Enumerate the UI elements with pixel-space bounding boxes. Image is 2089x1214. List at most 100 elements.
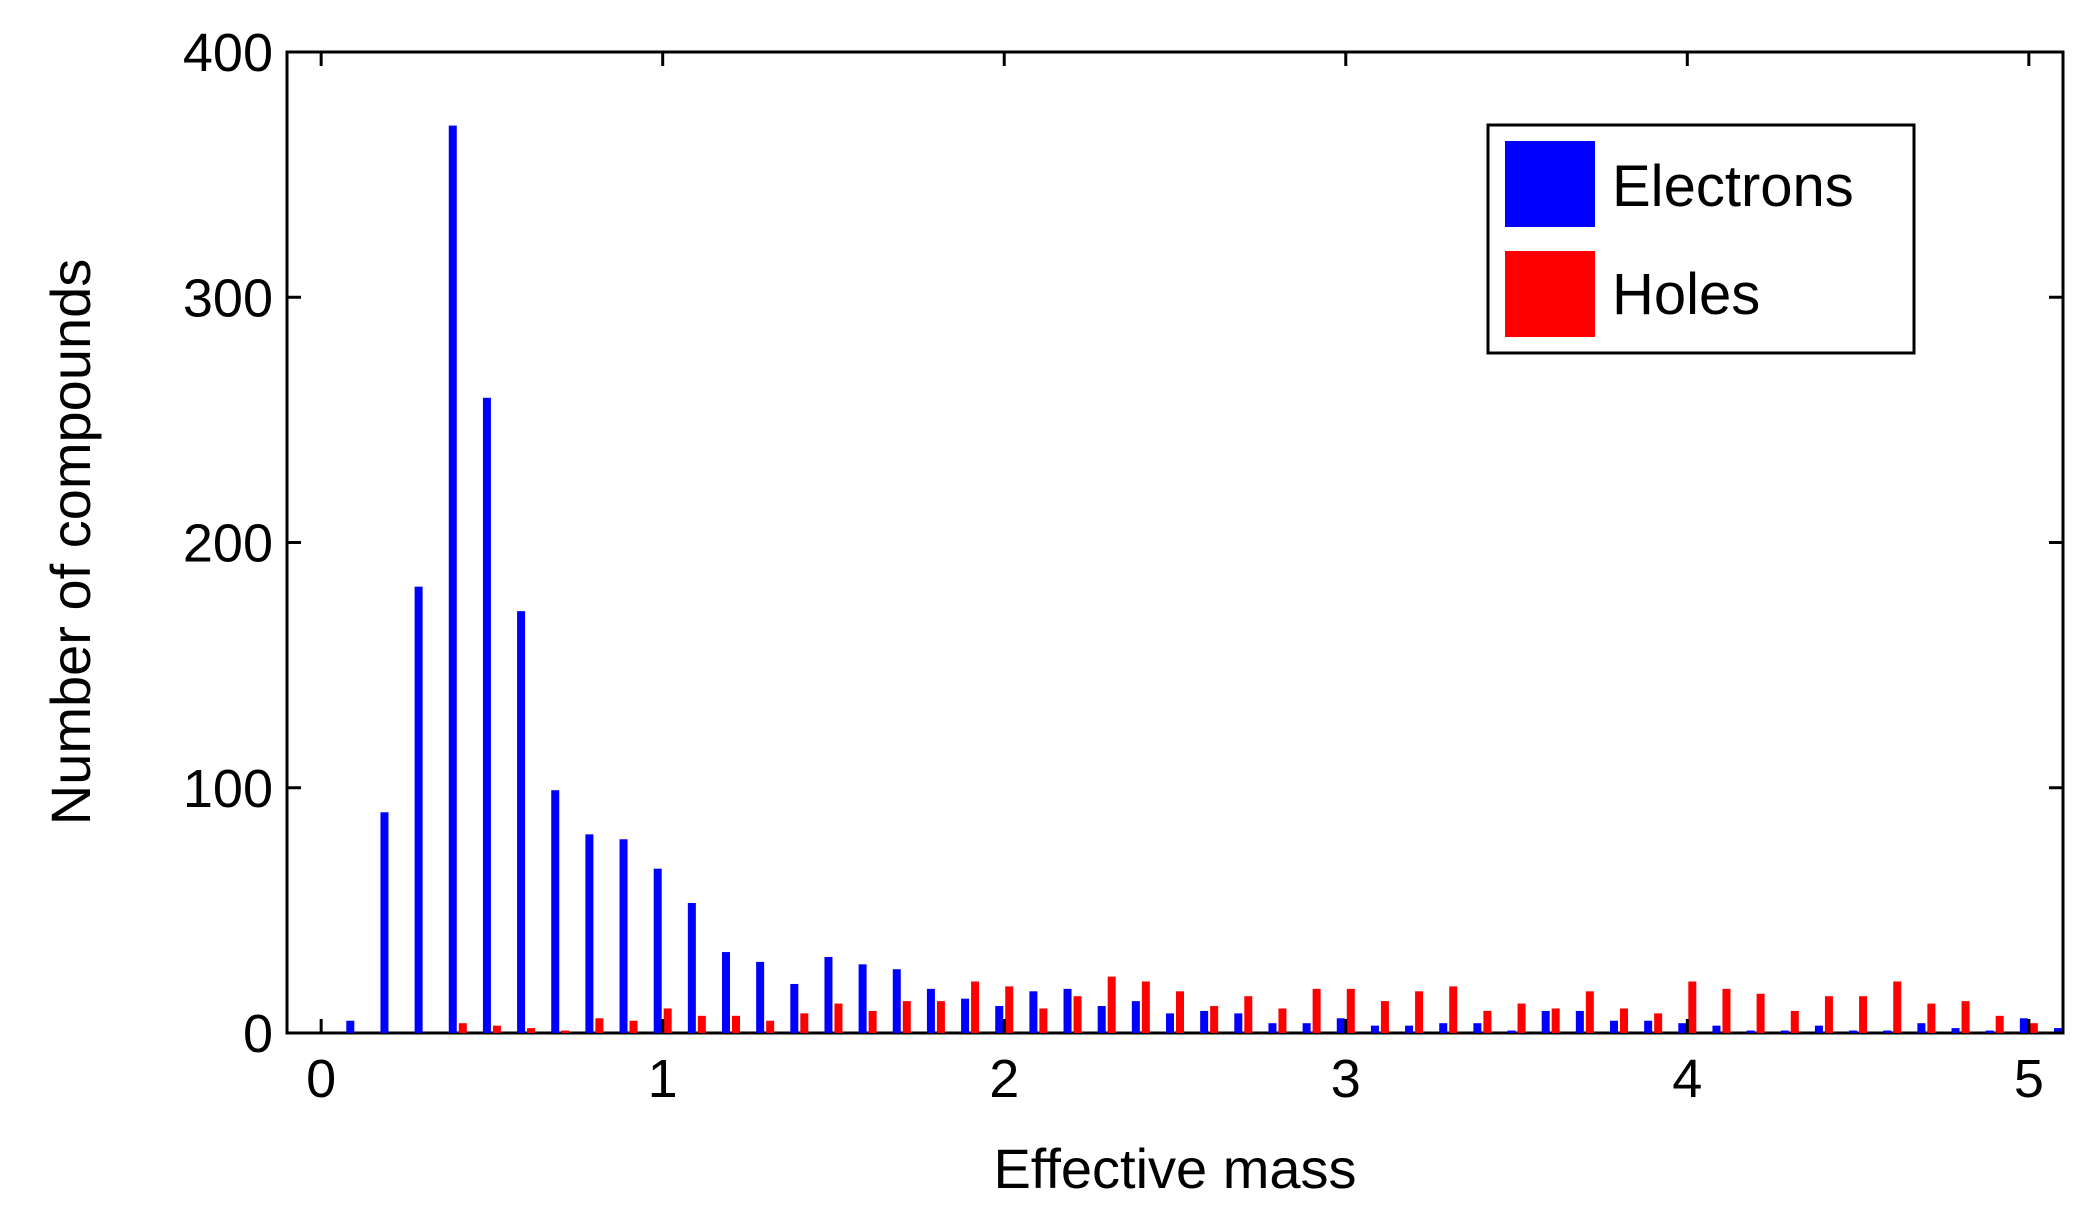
- bar-holes-2: [1005, 986, 1014, 1033]
- bar-electrons-5.1: [2054, 1028, 2062, 1033]
- bar-electrons-2: [995, 1006, 1004, 1033]
- legend-swatch-holes: [1505, 251, 1595, 337]
- bar-holes-4.4: [1824, 996, 1833, 1033]
- bar-electrons-2.8: [1268, 1023, 1277, 1033]
- bar-holes-3: [1346, 988, 1355, 1033]
- ticks-layer: 0 1 2 3 4 5 0 100 200 300 400: [183, 23, 2063, 1109]
- bar-electrons-0.3: [414, 586, 423, 1033]
- bar-holes-2.2: [1073, 996, 1082, 1033]
- legend-label-electrons: Electrons: [1612, 154, 1854, 219]
- bar-electrons-4.6: [1883, 1030, 1892, 1033]
- bar-electrons-3: [1336, 1018, 1345, 1033]
- bar-holes-0.8: [595, 1018, 604, 1033]
- bars-layer: [346, 125, 2062, 1033]
- legend-swatch-electrons: [1505, 141, 1595, 227]
- x-tick-label-5: 5: [2014, 1049, 2044, 1109]
- bar-electrons-5: [2019, 1018, 2028, 1033]
- bar-electrons-4.5: [1849, 1030, 1858, 1033]
- bar-holes-2.6: [1210, 1006, 1219, 1033]
- bar-electrons-3.1: [1370, 1025, 1379, 1033]
- bar-electrons-0.2: [380, 812, 389, 1033]
- y-tick-label-300: 300: [183, 268, 273, 328]
- bar-electrons-1.5: [824, 956, 833, 1033]
- bar-electrons-4.4: [1814, 1025, 1823, 1033]
- bar-electrons-2.3: [1097, 1006, 1106, 1033]
- bar-holes-1.3: [766, 1020, 775, 1033]
- bar-holes-4.3: [1790, 1010, 1799, 1033]
- bar-electrons-0.6: [517, 611, 526, 1033]
- bar-holes-2.3: [1107, 976, 1116, 1033]
- bar-holes-0.9: [629, 1020, 638, 1033]
- bar-electrons-4.3: [1780, 1030, 1789, 1033]
- bar-holes-3.1: [1380, 1001, 1389, 1033]
- bar-holes-3.6: [1551, 1008, 1560, 1033]
- bar-electrons-0.9: [619, 839, 628, 1033]
- bar-electrons-0.1: [346, 1020, 355, 1033]
- bar-holes-1.6: [868, 1010, 877, 1033]
- bar-holes-0.7: [561, 1030, 570, 1033]
- bar-electrons-2.5: [1166, 1013, 1174, 1033]
- bar-electrons-2.2: [1063, 988, 1072, 1033]
- bar-electrons-1.9: [961, 998, 970, 1033]
- bar-holes-2.5: [1176, 991, 1184, 1033]
- bar-holes-1: [663, 1008, 672, 1033]
- bar-electrons-3.4: [1473, 1023, 1482, 1033]
- bar-holes-2.4: [1141, 981, 1150, 1033]
- bar-electrons-3.5: [1507, 1030, 1516, 1033]
- bar-holes-2.1: [1039, 1008, 1048, 1033]
- bar-holes-4.1: [1722, 988, 1731, 1033]
- bar-holes-4.9: [1995, 1015, 2004, 1033]
- bar-holes-4.6: [1893, 981, 1902, 1033]
- bar-electrons-0.8: [585, 834, 594, 1033]
- bar-electrons-1.7: [892, 969, 901, 1033]
- bar-holes-4.8: [1961, 1001, 1970, 1033]
- bar-electrons-4: [1678, 1023, 1687, 1033]
- bar-electrons-4.7: [1917, 1023, 1926, 1033]
- bar-holes-1.7: [902, 1001, 911, 1033]
- bar-holes-1.1: [697, 1015, 706, 1033]
- x-tick-label-3: 3: [1331, 1049, 1361, 1109]
- bar-electrons-2.1: [1029, 991, 1038, 1033]
- bar-electrons-2.7: [1234, 1013, 1243, 1033]
- bar-electrons-3.7: [1575, 1010, 1584, 1033]
- x-tick-label-4: 4: [1672, 1049, 1702, 1109]
- bar-electrons-1.2: [722, 952, 730, 1033]
- bar-holes-1.4: [800, 1013, 809, 1033]
- bar-holes-0.5: [492, 1025, 501, 1033]
- bar-electrons-4.2: [1746, 1030, 1755, 1033]
- x-axis-label: Effective mass: [993, 1137, 1356, 1200]
- bar-electrons-2.9: [1302, 1023, 1311, 1033]
- x-tick-label-2: 2: [989, 1049, 1019, 1109]
- bar-electrons-1: [653, 868, 662, 1033]
- y-tick-label-400: 400: [183, 23, 273, 83]
- bar-electrons-1.1: [687, 903, 696, 1033]
- bar-holes-5: [2029, 1023, 2038, 1033]
- bar-holes-3.4: [1483, 1010, 1492, 1033]
- bar-electrons-0.7: [551, 790, 560, 1033]
- y-tick-label-200: 200: [183, 514, 273, 574]
- plot-area: 0 1 2 3 4 5 0 100 200 300 400: [183, 23, 2065, 1109]
- bar-holes-0.6: [527, 1028, 536, 1033]
- bar-holes-4: [1688, 981, 1697, 1033]
- bar-holes-1.8: [936, 1001, 945, 1033]
- legend: Electrons Holes: [1486, 123, 1916, 355]
- bar-electrons-3.2: [1405, 1025, 1414, 1033]
- bar-holes-3.5: [1517, 1003, 1526, 1033]
- legend-label-holes: Holes: [1612, 262, 1760, 327]
- y-axis-label: Number of compounds: [39, 259, 102, 826]
- bar-holes-4.2: [1756, 993, 1765, 1033]
- bar-electrons-3.8: [1610, 1020, 1618, 1033]
- bar-holes-3.2: [1415, 991, 1424, 1033]
- bar-electrons-0.5: [482, 397, 491, 1033]
- bar-holes-4.5: [1859, 996, 1868, 1033]
- bar-electrons-3.6: [1541, 1010, 1550, 1033]
- bar-electrons-4.8: [1951, 1028, 1960, 1033]
- bar-electrons-1.8: [926, 988, 935, 1033]
- bar-electrons-1.4: [790, 983, 799, 1033]
- bar-holes-2.9: [1312, 988, 1321, 1033]
- x-tick-label-0: 0: [306, 1049, 336, 1109]
- bar-holes-2.7: [1244, 996, 1253, 1033]
- bar-holes-1.2: [732, 1015, 740, 1033]
- y-tick-label-0: 0: [243, 1004, 273, 1064]
